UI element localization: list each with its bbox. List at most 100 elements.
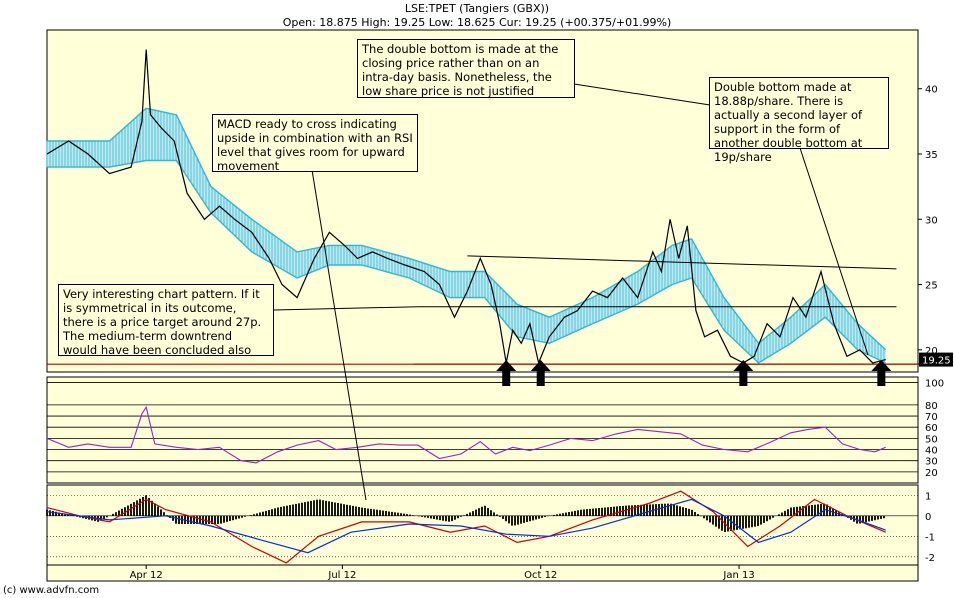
macd-histogram-bar (745, 515, 747, 529)
macd-histogram-bar (505, 515, 507, 522)
macd-histogram-bar (298, 503, 300, 516)
macd-histogram-bar (556, 514, 558, 516)
annotation-leader-4 (799, 147, 869, 356)
macd-histogram-bar (568, 512, 570, 516)
macd-histogram-bar (526, 515, 528, 522)
macd-histogram-bar (544, 515, 546, 517)
macd-histogram-bar (358, 507, 360, 516)
price-y-tick-label: 20 (925, 346, 938, 357)
macd-histogram-bar (322, 500, 324, 516)
macd-histogram-bar (640, 504, 642, 516)
macd-histogram-bar (382, 510, 384, 516)
macd-histogram-bar (802, 506, 804, 516)
macd-histogram-bar (412, 515, 414, 516)
macd-histogram-bar (337, 503, 339, 516)
x-tick-label: Oct 12 (524, 570, 557, 581)
macd-histogram-bar (238, 515, 240, 519)
macd-histogram-bar (697, 514, 699, 516)
up-arrow-marker (530, 360, 551, 386)
macd-histogram-bar (217, 515, 219, 524)
macd-histogram-bar (469, 512, 471, 516)
annotation-leader-1 (273, 306, 418, 311)
macd-histogram-bar (112, 513, 114, 516)
macd-histogram-bar (199, 515, 201, 524)
macd-histogram-bar (451, 515, 453, 522)
macd-histogram-bar (721, 515, 723, 531)
macd-histogram-bar (259, 512, 261, 516)
macd-histogram-bar (859, 515, 861, 524)
macd-histogram-bar (754, 515, 756, 527)
macd-fast-line (46, 490, 886, 564)
macd-histogram-bar (289, 505, 291, 516)
macd-histogram-bar (250, 515, 252, 516)
macd-histogram-bar (430, 515, 432, 519)
macd-histogram-bar (817, 504, 819, 516)
macd-histogram-bar (772, 515, 774, 518)
macd-histogram-bar (139, 498, 141, 516)
macd-histogram-bar (595, 508, 597, 516)
band-lower-line (47, 159, 886, 364)
macd-histogram-bar (58, 512, 60, 516)
macd-histogram-bar (448, 515, 450, 522)
rsi-y-tick-label: 60 (925, 423, 938, 434)
macd-histogram-bar (166, 515, 168, 516)
macd-histogram-bar (712, 515, 714, 525)
macd-histogram-bar (301, 502, 303, 516)
macd-histogram-bar (871, 515, 873, 521)
macd-histogram-bar (487, 508, 489, 516)
macd-histogram-bar (178, 515, 180, 524)
macd-histogram-bar (310, 500, 312, 516)
macd-histogram-bar (679, 506, 681, 516)
macd-histogram-bar (484, 505, 486, 516)
macd-histogram-bar (385, 511, 387, 516)
macd-histogram-bar (523, 515, 525, 523)
macd-histogram-bar (820, 504, 822, 516)
macd-histogram-bar (406, 514, 408, 516)
macd-histogram-bar (361, 507, 363, 516)
macd-histogram-bar (742, 515, 744, 529)
rsi-y-tick-label: 50 (925, 434, 938, 445)
macd-histogram-bar (190, 515, 192, 524)
macd-histogram-bar (439, 515, 441, 521)
macd-histogram-bar (370, 508, 372, 516)
macd-y-tick-label: -1 (925, 532, 935, 543)
macd-histogram-bar (436, 515, 438, 520)
macd-histogram-bar (805, 505, 807, 516)
macd-histogram-bar (607, 507, 609, 516)
macd-histogram-bar (589, 508, 591, 516)
macd-histogram-bar (502, 515, 504, 519)
up-arrow-marker (733, 360, 754, 386)
macd-histogram-bar (280, 506, 282, 516)
macd-histogram-bar (598, 508, 600, 516)
macd-histogram-bar (154, 503, 156, 516)
macd-histogram-bar (673, 504, 675, 516)
macd-histogram-bar (709, 515, 711, 523)
macd-histogram-bar (130, 503, 132, 516)
macd-histogram-bar (421, 515, 423, 517)
macd-y-tick-label: 1 (925, 491, 931, 502)
macd-histogram-bar (787, 509, 789, 516)
macd-histogram-bar (718, 515, 720, 529)
macd-histogram-bar (703, 515, 705, 519)
macd-histogram-bar (592, 508, 594, 516)
macd-histogram-bar (538, 515, 540, 519)
macd-histogram-bar (586, 509, 588, 516)
macd-histogram-bar (796, 506, 798, 516)
macd-histogram-bar (118, 510, 120, 516)
macd-histogram (46, 495, 885, 532)
macd-histogram-bar (214, 515, 216, 524)
macd-histogram-bar (283, 506, 285, 516)
macd-histogram-bar (553, 514, 555, 516)
macd-histogram-bar (226, 515, 228, 522)
macd-histogram-bar (784, 510, 786, 516)
macd-histogram-bar (769, 515, 771, 520)
macd-histogram-bar (148, 497, 150, 516)
macd-histogram-bar (418, 515, 420, 517)
macd-histogram-bar (55, 511, 57, 516)
macd-histogram-bar (757, 515, 759, 527)
macd-histogram-bar (619, 506, 621, 516)
band-hatching (46, 108, 885, 363)
macd-histogram-bar (409, 514, 411, 516)
x-tick-label: Jul 12 (327, 570, 356, 581)
macd-histogram-bar (865, 515, 867, 523)
